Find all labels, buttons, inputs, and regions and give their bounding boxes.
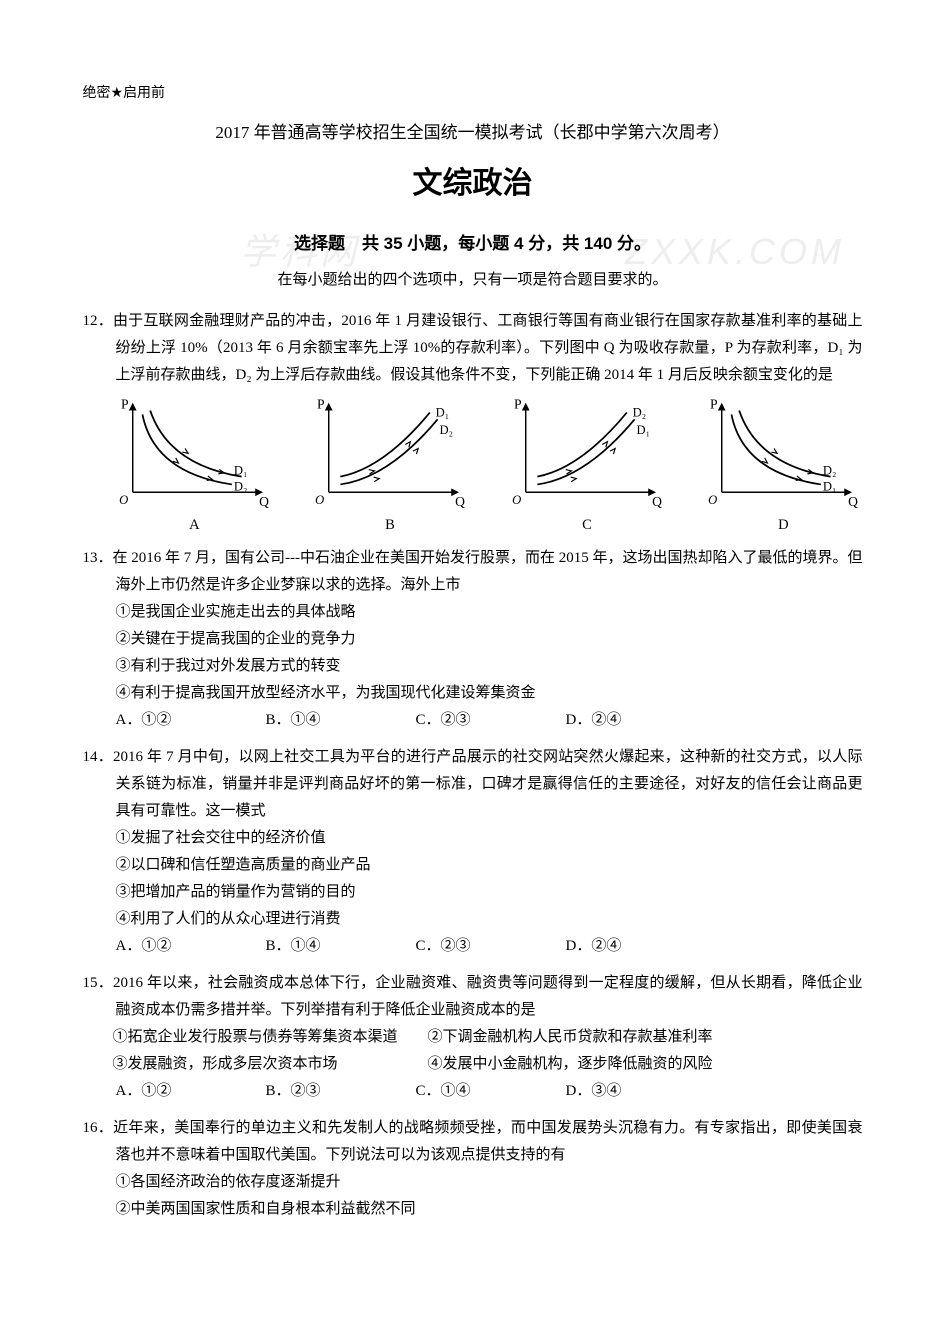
options-row: A．①② B．①④ C．②③ D．②④ <box>83 933 863 960</box>
chart-B: P Q O D₁ D₂ B <box>309 395 469 535</box>
svg-text:Q: Q <box>652 494 662 509</box>
option: A．①② <box>116 707 236 734</box>
question: 15．2016 年以来，社会融资成本总体下行，企业融资难、融资贵等问题得到一定程… <box>83 970 863 1105</box>
question-text: 16．近年来，美国奉行的单边主义和先发制人的战略频频受挫，而中国发展势头沉稳有力… <box>83 1115 863 1169</box>
svg-text:B: B <box>385 518 395 534</box>
svg-text:D₁: D₁ <box>436 406 450 420</box>
question-sub-line: ①各国经济政治的依存度逐渐提升 <box>83 1169 863 1196</box>
question: 16．近年来，美国奉行的单边主义和先发制人的战略频频受挫，而中国发展势头沉稳有力… <box>83 1115 863 1223</box>
svg-text:O: O <box>315 493 324 507</box>
question-sub-line: ③发展融资，形成多层次资本市场 ④发展中小金融机构，逐步降低融资的风险 <box>83 1051 863 1078</box>
svg-text:P: P <box>711 397 719 412</box>
options-row: A．①② B．①④ C．②③ D．②④ <box>83 707 863 734</box>
option: B．②③ <box>266 1078 386 1105</box>
svg-text:D₂: D₂ <box>233 480 247 494</box>
option: D．②④ <box>566 707 686 734</box>
question-sub-line: ②以口碑和信任塑造高质量的商业产品 <box>83 852 863 879</box>
option: D．②④ <box>566 933 686 960</box>
option: C．②③ <box>416 933 536 960</box>
exam-title: 2017 年普通高等学校招生全国统一模拟考试（长郡中学第六次周考） <box>83 118 863 149</box>
question: 13．在 2016 年 7 月，国有公司---中石油企业在美国开始发行股票，而在… <box>83 545 863 734</box>
options-row: A．①② B．②③ C．①④ D．③④ <box>83 1078 863 1105</box>
question-text: 12．由于互联网金融理财产品的冲击，2016 年 1 月建设银行、工商银行等国有… <box>83 308 863 389</box>
svg-text:A: A <box>189 518 200 534</box>
svg-text:C: C <box>582 518 592 534</box>
svg-text:Q: Q <box>455 494 465 509</box>
option: A．①② <box>116 933 236 960</box>
question-sub-line: ④有利于提高我国开放型经济水平，为我国现代化建设筹集资金 <box>83 680 863 707</box>
svg-text:D₁: D₁ <box>636 423 650 437</box>
option: D．③④ <box>566 1078 686 1105</box>
question-number: 15． <box>83 975 113 991</box>
question-number: 16． <box>83 1120 114 1136</box>
chart-C: P Q O D₂ D₁ C <box>506 395 666 535</box>
chart-D: P Q O D₂ D₁ D <box>702 395 862 535</box>
instruction-text: 在每小题给出的四个选项中，只有一项是符合题目要求的。 <box>83 267 863 294</box>
question-text: 15．2016 年以来，社会融资成本总体下行，企业融资难、融资贵等问题得到一定程… <box>83 970 863 1024</box>
option: B．①④ <box>266 933 386 960</box>
question-sub-line: ③有利于我过对外发展方式的转变 <box>83 653 863 680</box>
question-number: 13． <box>83 550 113 566</box>
svg-text:D₂: D₂ <box>440 423 454 437</box>
question-number: 12． <box>83 313 113 329</box>
questions-container: 12．由于互联网金融理财产品的冲击，2016 年 1 月建设银行、工商银行等国有… <box>83 308 863 1223</box>
section-header: 选择题 共 35 小题，每小题 4 分，共 140 分。 <box>83 229 863 260</box>
svg-text:O: O <box>119 493 128 507</box>
confidential-mark: 绝密★启用前 <box>83 80 863 106</box>
question-sub-line: ③把增加产品的销量作为营销的目的 <box>83 879 863 906</box>
chart-A: P Q O D₁ D₂ A <box>113 395 273 535</box>
chart-row: P Q O D₁ D₂ A P Q O D₁ D₂ <box>83 395 863 535</box>
option: C．①④ <box>416 1078 536 1105</box>
question-sub-line: ②关键在于提高我国的企业的竞争力 <box>83 626 863 653</box>
svg-text:Q: Q <box>849 494 859 509</box>
mark-prefix: 绝密 <box>83 86 111 101</box>
question-sub-line: ①是我国企业实施走出去的具体战略 <box>83 599 863 626</box>
svg-text:O: O <box>512 493 521 507</box>
svg-text:P: P <box>317 397 325 412</box>
question-number: 14． <box>83 749 113 765</box>
question-sub-line: ④利用了人们的从众心理进行消费 <box>83 906 863 933</box>
svg-text:D₂: D₂ <box>823 464 837 478</box>
question: 14．2016 年 7 月中旬，以网上社交工具为平台的进行产品展示的社交网站突然… <box>83 744 863 960</box>
svg-text:D: D <box>779 518 790 534</box>
svg-text:D₂: D₂ <box>632 406 646 420</box>
option: A．①② <box>116 1078 236 1105</box>
question-sub-line: ①发掘了社会交往中的经济价值 <box>83 825 863 852</box>
option: B．①④ <box>266 707 386 734</box>
mark-suffix: 启用前 <box>123 86 165 101</box>
subject-title: 文综政治 <box>83 157 863 211</box>
svg-text:D₁: D₁ <box>823 480 837 494</box>
question-text: 14．2016 年 7 月中旬，以网上社交工具为平台的进行产品展示的社交网站突然… <box>83 744 863 825</box>
star-icon: ★ <box>111 84 124 100</box>
question-sub-line: ①拓宽企业发行股票与债券等筹集资本渠道 ②下调金融机构人民币贷款和存款基准利率 <box>83 1024 863 1051</box>
svg-text:O: O <box>709 493 718 507</box>
svg-text:P: P <box>514 397 522 412</box>
svg-text:P: P <box>121 397 129 412</box>
question: 12．由于互联网金融理财产品的冲击，2016 年 1 月建设银行、工商银行等国有… <box>83 308 863 535</box>
option: C．②③ <box>416 707 536 734</box>
svg-text:Q: Q <box>259 494 269 509</box>
svg-text:D₁: D₁ <box>233 464 247 478</box>
question-text: 13．在 2016 年 7 月，国有公司---中石油企业在美国开始发行股票，而在… <box>83 545 863 599</box>
question-sub-line: ②中美两国国家性质和自身根本利益截然不同 <box>83 1196 863 1223</box>
